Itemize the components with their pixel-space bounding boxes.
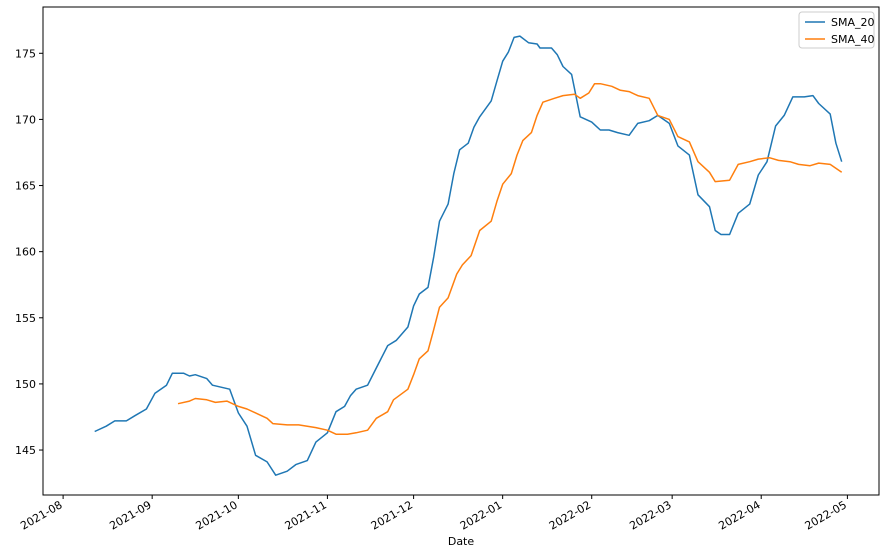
y-tick-label: 160 [15,246,36,259]
legend-label: SMA_40 [831,33,875,46]
legend-label: SMA_20 [831,16,875,29]
x-tick-label: 2021-10 [194,498,240,532]
y-tick-label: 145 [15,444,36,457]
y-tick-label: 150 [15,378,36,391]
x-tick-label: 2022-02 [547,498,593,532]
x-axis-label: Date [448,535,475,548]
plot-frame [42,6,880,496]
x-axis: 2021-08 2021-09 2021-10 2021-11 2021-12 2022-… [18,495,849,533]
x-tick-label: 2021-11 [283,498,329,532]
y-axis: 145 150 155 160 165 170 175 [15,47,43,457]
y-tick-label: 175 [15,47,36,60]
x-tick-label: 2022-05 [803,498,849,532]
x-tick-label: 2021-09 [107,498,153,532]
x-tick-label: 2021-08 [18,498,64,532]
x-tick-label: 2022-01 [458,498,504,532]
y-tick-label: 170 [15,113,36,126]
y-tick-label: 165 [15,180,36,193]
series-layer [94,35,843,476]
x-tick-label: 2022-04 [716,498,762,532]
y-tick-label: 155 [15,312,36,325]
series-line-sma-20 [94,35,843,476]
x-tick-label: 2022-03 [627,498,673,532]
series-line-sma-40 [177,82,843,435]
x-tick-label: 2021-12 [369,498,415,532]
legend: SMA_20 SMA_40 [798,11,875,49]
